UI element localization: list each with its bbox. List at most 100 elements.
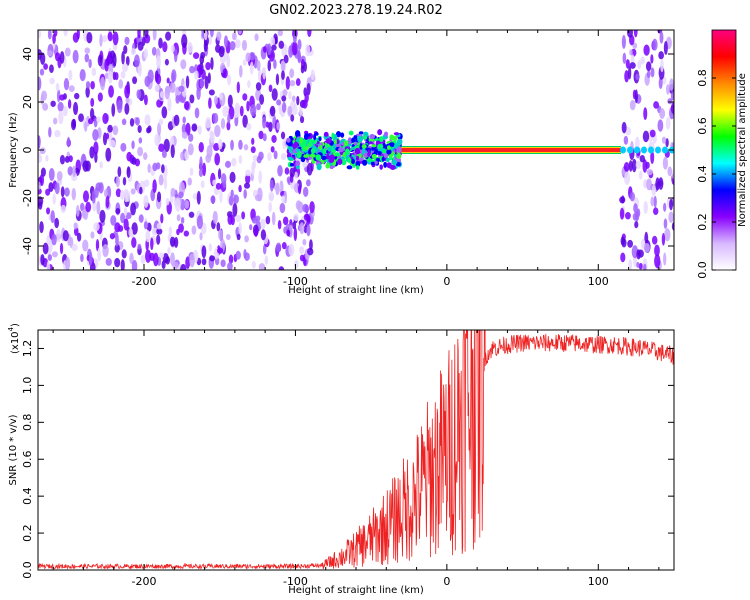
spectrogram-cell	[371, 144, 377, 148]
spectrogram-cell	[90, 97, 95, 107]
spectrogram-cell	[288, 45, 293, 58]
spectrogram-cell	[145, 230, 151, 243]
spectrogram-cell	[71, 118, 77, 131]
spectrogram-cell	[178, 191, 184, 199]
spectrogram-cell	[161, 106, 168, 119]
spectrogram-cell	[659, 31, 664, 44]
spectrogram-cell	[80, 253, 84, 263]
spectrogram-cell	[105, 257, 112, 266]
spectrogram-cell	[625, 59, 630, 69]
spectrogram-cell	[158, 174, 164, 186]
spectrogram-cell	[137, 62, 142, 77]
spectrogram-cell	[62, 230, 69, 242]
spectrogram-cell	[96, 116, 101, 123]
spectrogram-cell	[227, 214, 233, 225]
spectrogram-cell	[48, 126, 52, 138]
chart-title: GN02.2023.278.19.24.R02	[269, 3, 443, 18]
spectrogram-cell	[64, 47, 71, 57]
spectrogram-cell	[640, 56, 645, 65]
spectrogram-cell	[289, 162, 295, 167]
spectrogram-cell	[84, 47, 91, 54]
spectrogram-cell	[670, 102, 674, 114]
spectrogram-cell	[49, 77, 55, 85]
spectrogram-cell	[89, 146, 95, 159]
spectrogram-cell	[129, 118, 135, 127]
spectrogram-cell	[356, 165, 360, 170]
colorbar-ticks: 0.0 0.2 0.4 0.6 0.8	[696, 69, 736, 279]
spectrogram-cell	[95, 239, 100, 252]
spectrogram-cell	[55, 83, 60, 92]
spectrogram-cell	[218, 46, 225, 58]
snr-panel: -200 -100 0 100 0.0 0.2 0.4 0.6 0.8 1.0 1.2 Height…	[7, 323, 675, 596]
spectrogram-cell	[99, 33, 103, 47]
spectrogram-cell	[627, 146, 633, 154]
spectrogram-cell	[665, 84, 670, 95]
spectrogram-cell	[267, 43, 272, 56]
spectrogram-cell	[39, 221, 44, 234]
spectrogram-cell	[105, 195, 110, 209]
spectrogram-cell	[155, 73, 162, 85]
spectrogram-cell	[185, 75, 190, 89]
spectrogram-cell	[241, 211, 246, 220]
spectrogram-cell	[653, 195, 657, 208]
spectrogram-x-tick-label: -200	[132, 275, 157, 288]
spectrogram-cell	[124, 103, 130, 115]
spectrogram-cell	[169, 236, 176, 247]
spectrogram-cell	[650, 150, 655, 164]
spectrogram-cell	[325, 163, 331, 169]
spectrogram-cell	[226, 121, 231, 131]
spectrogram-cell	[251, 137, 255, 145]
spectrogram-cell	[246, 123, 252, 131]
spectrogram-cell	[178, 96, 185, 103]
spectrogram-cell	[341, 159, 347, 166]
spectrogram-cell	[361, 144, 367, 149]
spectrogram-cell	[314, 132, 319, 136]
spectrogram-cell	[243, 189, 247, 199]
spectrogram-cell	[122, 177, 127, 186]
spectrogram-cell	[396, 152, 402, 159]
spectrogram-cell	[243, 248, 247, 259]
spectrogram-cell	[125, 55, 130, 66]
spectrogram-cell	[247, 80, 251, 89]
spectrogram-cell	[129, 252, 134, 265]
spectrogram-cell	[665, 138, 669, 148]
spectrogram-cell	[131, 140, 135, 150]
spectrogram-cell	[74, 92, 80, 100]
spectrogram-cell	[293, 227, 298, 242]
spectrogram-cell	[131, 237, 137, 249]
spectrogram-cell	[167, 247, 171, 255]
spectrogram-cell	[208, 243, 212, 252]
spectrogram-cell	[249, 51, 256, 61]
spectrogram-cell	[633, 203, 638, 214]
spectrogram-cell	[164, 58, 169, 66]
spectrogram-cell	[345, 154, 350, 159]
spectrogram-cell	[68, 85, 75, 93]
snr-x-label: Height of straight line (km)	[288, 585, 424, 596]
spectrogram-cell	[286, 229, 291, 237]
spectrogram-cell	[645, 61, 652, 72]
spectrogram-cell	[262, 116, 267, 129]
spectrogram-cell	[56, 228, 61, 243]
spectrogram-cell	[668, 211, 674, 223]
snr-scale-prefix: (x10	[10, 331, 21, 354]
spectrogram-cell	[621, 121, 627, 134]
spectrogram-cell	[107, 71, 113, 84]
spectrogram-cell	[381, 149, 388, 154]
spectrogram-cell	[255, 82, 262, 91]
spectrogram-cell	[85, 86, 90, 98]
spectrogram-cell	[241, 39, 247, 51]
spectrogram-cell	[281, 195, 286, 204]
spectrogram-cell	[121, 118, 127, 126]
spectrogram-cell	[268, 201, 272, 213]
spectrogram-cell	[201, 245, 207, 259]
spectrogram-cell	[59, 51, 65, 64]
spectrogram-cell	[115, 176, 120, 188]
spectrogram-cell	[40, 254, 45, 266]
spectrogram-cell	[638, 170, 643, 180]
spectrogram-cell	[130, 48, 136, 56]
spectrogram-cell	[194, 70, 199, 80]
spectrogram-cell	[297, 49, 301, 62]
spectrogram-cell	[303, 213, 310, 221]
spectrogram-cell	[296, 151, 302, 159]
